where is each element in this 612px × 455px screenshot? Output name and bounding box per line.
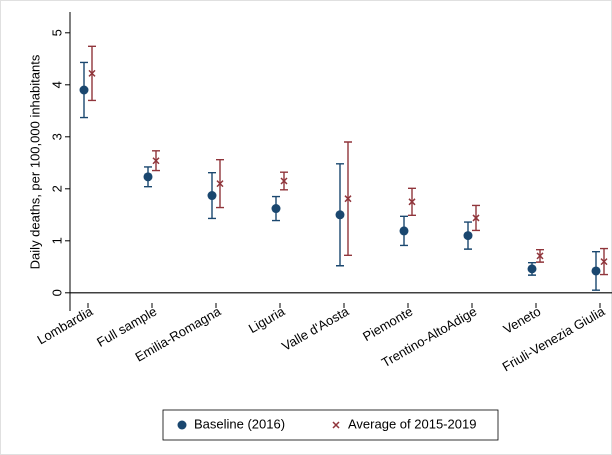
data-point: [152, 157, 160, 165]
y-tick-label: 0: [49, 289, 64, 296]
legend-label: Baseline (2016): [194, 416, 285, 431]
legend-box: [162, 409, 499, 441]
data-point: [79, 85, 89, 95]
data-point: [527, 264, 537, 274]
data-point: [207, 191, 217, 201]
data-point: [472, 214, 480, 222]
y-tick-label: 1: [49, 237, 64, 244]
legend-marker: [177, 420, 187, 430]
legend-marker: [332, 421, 340, 429]
y-axis-label: Daily deaths, per 100,000 inhabitants: [27, 54, 42, 269]
data-point: [143, 172, 153, 182]
y-tick-label: 3: [49, 133, 64, 140]
data-point: [591, 266, 601, 276]
y-tick-label: 4: [49, 81, 64, 88]
data-point: [600, 258, 608, 266]
data-point: [335, 210, 345, 220]
data-point: [408, 198, 416, 206]
y-tick-label: 5: [49, 29, 64, 36]
data-point: [280, 177, 288, 185]
data-point: [344, 195, 352, 203]
data-point: [271, 204, 281, 214]
data-point: [216, 180, 224, 188]
legend-label: Average of 2015-2019: [348, 416, 476, 431]
data-point: [463, 231, 473, 241]
data-point: [536, 252, 544, 260]
y-tick-label: 2: [49, 185, 64, 192]
data-point: [399, 226, 409, 236]
data-point: [88, 69, 96, 77]
